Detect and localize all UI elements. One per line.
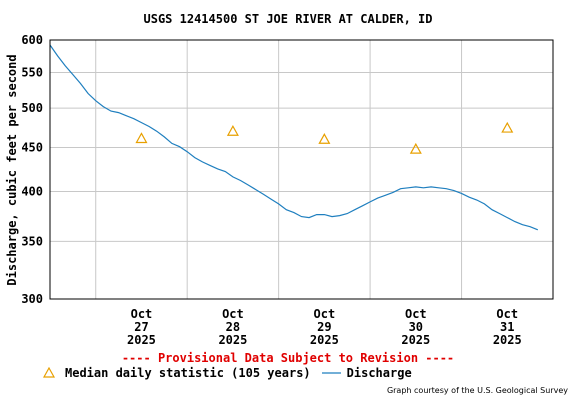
line-icon (321, 372, 341, 374)
series-layer (49, 44, 539, 231)
x-tick-label: 2025 (310, 333, 339, 347)
legend-label-discharge: Discharge (346, 366, 412, 380)
median-marker (226, 125, 239, 136)
x-tick-label: 2025 (218, 333, 247, 347)
x-tick-label: Oct (496, 307, 518, 321)
x-tick-label: 28 (226, 320, 240, 334)
x-tick-label: 2025 (127, 333, 156, 347)
x-tick-label: 2025 (401, 333, 430, 347)
x-tick-label: 2025 (493, 333, 522, 347)
y-tick-label: 300 (21, 292, 43, 306)
x-tick-label: Oct (222, 307, 244, 321)
median-marker (409, 142, 422, 154)
x-tick-label: 31 (500, 320, 514, 334)
provisional-notice: ---- Provisional Data Subject to Revisio… (121, 351, 455, 365)
legend-item-discharge: Discharge (321, 366, 412, 380)
x-tick-label: 30 (409, 320, 423, 334)
y-tick-label: 350 (21, 234, 43, 248)
legend-item-median: Median daily statistic (105 years) (43, 366, 311, 380)
y-tick-label: 450 (21, 140, 43, 154)
x-tick-label: 27 (134, 320, 148, 334)
chart-title: USGS 12414500 ST JOE RIVER AT CALDER, ID (143, 12, 433, 26)
y-tick-label: 500 (21, 101, 43, 115)
x-tick-label: Oct (131, 307, 153, 321)
median-marker (135, 132, 148, 144)
credit-text: Graph courtesy of the U.S. Geological Su… (386, 386, 568, 395)
triangle-icon (43, 367, 56, 378)
median-marker (318, 133, 331, 144)
median-marker (501, 121, 514, 133)
legend-label-median: Median daily statistic (105 years) (65, 366, 311, 380)
x-tick-label: 29 (317, 320, 331, 334)
x-tick-label: Oct (314, 307, 336, 321)
legend: Median daily statistic (105 years) Disch… (43, 366, 422, 380)
plot-frame (49, 39, 554, 300)
y-tick-label: 400 (21, 185, 43, 199)
y-axis-label: Discharge, cubic feet per second (5, 54, 19, 286)
y-tick-label: 550 (21, 66, 43, 80)
discharge-line (49, 44, 539, 231)
grid-lines (50, 39, 553, 300)
y-tick-label: 600 (21, 33, 43, 47)
axis-tick-labels: 300350400450500550600Oct272025Oct282025O… (21, 33, 521, 347)
x-tick-label: Oct (405, 307, 427, 321)
